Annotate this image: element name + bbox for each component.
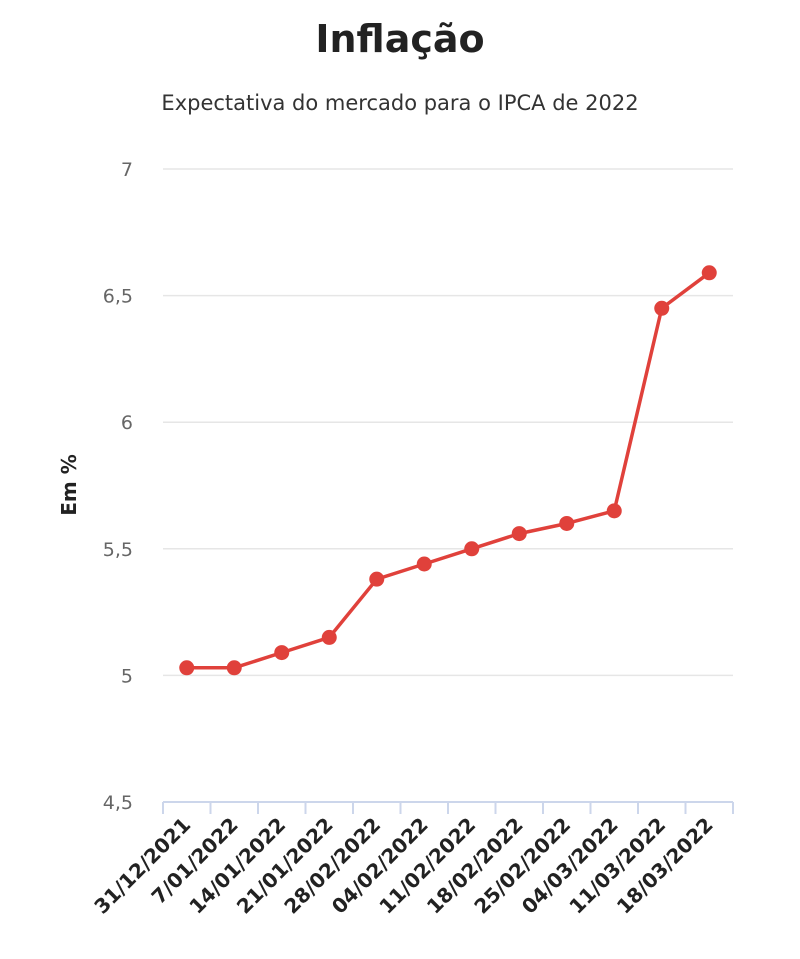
y-tick-label: 6,5	[103, 286, 133, 308]
data-point	[511, 526, 527, 542]
x-axis: 31/12/20217/01/202214/01/202221/01/20222…	[89, 801, 734, 919]
data-points	[179, 265, 717, 676]
series-line-layer	[185, 271, 711, 670]
gridlines	[163, 168, 733, 677]
data-point	[559, 515, 575, 531]
chart-title: Inflação	[315, 17, 484, 61]
y-axis-ticks: 4,5 5 5,5 6 6,5 7	[103, 159, 133, 814]
y-axis-label: Em %	[57, 454, 81, 516]
data-point	[701, 265, 717, 281]
y-tick-label: 7	[121, 159, 133, 181]
data-point	[416, 556, 432, 572]
data-point	[369, 571, 385, 587]
y-tick-label: 6	[121, 412, 133, 434]
data-point	[321, 629, 337, 645]
data-point	[606, 503, 622, 519]
y-tick-label: 5	[121, 665, 133, 687]
y-tick-label: 4,5	[103, 792, 133, 814]
data-point	[226, 660, 242, 676]
data-point	[274, 645, 290, 661]
data-point	[464, 541, 480, 557]
chart-subtitle: Expectativa do mercado para o IPCA de 20…	[161, 91, 638, 115]
data-point	[654, 300, 670, 316]
series-line	[185, 271, 711, 670]
data-point	[179, 660, 195, 676]
y-tick-label: 5,5	[103, 539, 133, 561]
